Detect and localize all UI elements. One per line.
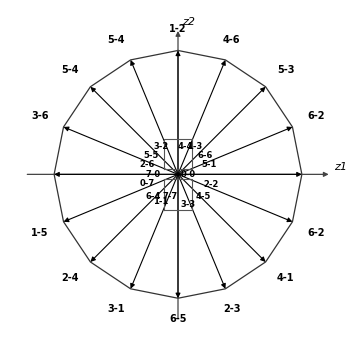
- Text: 6-2: 6-2: [307, 111, 325, 121]
- Text: 6-2: 6-2: [307, 228, 325, 238]
- Text: 3-1: 3-1: [107, 304, 125, 314]
- Text: 5-4: 5-4: [62, 65, 79, 75]
- Text: 3-6: 3-6: [31, 111, 49, 121]
- Text: 2-2: 2-2: [203, 180, 219, 189]
- Text: 1-1: 1-1: [153, 197, 168, 206]
- Text: 1-3: 1-3: [188, 142, 203, 151]
- Text: 3-3: 3-3: [181, 199, 196, 208]
- Text: 0-0: 0-0: [180, 170, 195, 179]
- Text: 4-4: 4-4: [178, 142, 193, 151]
- Text: 1-2: 1-2: [169, 24, 187, 34]
- Text: 6-6: 6-6: [197, 150, 213, 160]
- Text: 4-6: 4-6: [223, 35, 240, 45]
- Text: 1-5: 1-5: [31, 228, 49, 238]
- Text: z2: z2: [182, 17, 195, 27]
- Text: 7-7: 7-7: [163, 192, 178, 201]
- Text: 5-4: 5-4: [107, 35, 125, 45]
- Text: 4-1: 4-1: [277, 273, 294, 283]
- Text: 6-4: 6-4: [145, 192, 161, 201]
- Text: 7-0: 7-0: [146, 170, 161, 179]
- Text: 3-2: 3-2: [153, 142, 168, 151]
- Text: 4-5: 4-5: [195, 192, 211, 201]
- Text: 2-4: 2-4: [62, 273, 79, 283]
- Text: z1: z1: [334, 162, 347, 172]
- Text: 5-5: 5-5: [143, 150, 159, 160]
- Text: 6-5: 6-5: [169, 314, 187, 324]
- Text: 5-1: 5-1: [201, 160, 216, 169]
- Text: 2-6: 2-6: [140, 160, 155, 169]
- Text: 0-7: 0-7: [140, 179, 155, 188]
- Text: 2-3: 2-3: [223, 304, 240, 314]
- Text: 5-3: 5-3: [277, 65, 294, 75]
